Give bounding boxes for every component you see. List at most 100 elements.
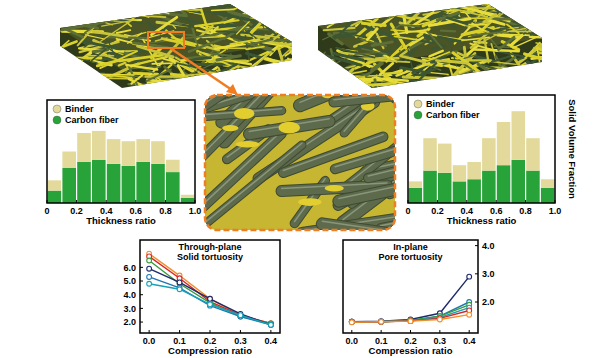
fiber (472, 7, 504, 9)
fiber (493, 69, 533, 73)
fiber (217, 31, 264, 33)
x-tick (195, 200, 196, 203)
zoom-fiber-edge (395, 95, 396, 98)
slab-top (60, 4, 292, 70)
x-tick (439, 330, 440, 333)
binder-blob (234, 108, 254, 119)
zoom-fiber-shine (205, 95, 269, 166)
fiber (525, 54, 553, 62)
fiber (368, 87, 402, 94)
fiber (348, 9, 375, 14)
fiber (402, 24, 419, 27)
fiber (206, 26, 218, 29)
point (379, 319, 384, 324)
fiber (358, 7, 370, 11)
y-tick-label: 4.0 (482, 241, 495, 251)
fiber (215, 13, 255, 21)
fiber (503, 63, 525, 77)
fiber (518, 67, 531, 79)
fiber (85, 35, 104, 39)
fiber (353, 78, 359, 88)
point (238, 313, 243, 318)
fiber (452, 69, 477, 78)
series-line (149, 277, 271, 325)
fiber (487, 80, 497, 86)
fiber (255, 78, 272, 87)
fiber (536, 43, 553, 47)
fiber (275, 5, 280, 26)
fiber (363, 13, 374, 19)
fiber (74, 67, 91, 69)
fiber (461, 82, 508, 85)
fiber (210, 66, 237, 82)
bar-segment (541, 179, 555, 188)
fiber (93, 32, 127, 37)
point (208, 296, 213, 301)
fiber (268, 22, 286, 27)
bars (409, 111, 555, 203)
y-tick (475, 245, 478, 246)
x-tick-label: 0.4 (463, 336, 476, 346)
fiber (499, 75, 529, 76)
fiber (80, 42, 119, 52)
zoom-fiber-shine (395, 95, 396, 96)
fiber (117, 30, 130, 33)
fiber (248, 77, 267, 88)
fiber (280, 67, 290, 73)
bar-segment (136, 162, 150, 203)
fiber (511, 16, 531, 29)
fiber (137, 16, 166, 18)
x-tick-label: 1.0 (189, 206, 202, 216)
fiber (283, 3, 303, 13)
x-tick (47, 200, 48, 203)
series-group (147, 251, 274, 327)
fiber (523, 2, 562, 11)
fiber (329, 75, 364, 77)
y-tick-label: 5.0 (123, 276, 136, 286)
point (349, 319, 354, 324)
fiber (514, 80, 516, 92)
fiber (278, 40, 298, 49)
x-tick (179, 330, 180, 333)
fiber (226, 84, 239, 95)
fiber (539, 53, 579, 60)
point (408, 319, 413, 324)
fibers (318, 0, 579, 103)
x-tick-label: 0.2 (70, 206, 83, 216)
bar-segment (482, 138, 496, 170)
legend-marker (53, 116, 61, 124)
bar-segment (423, 171, 437, 203)
fiber (325, 65, 337, 66)
fiber (532, 72, 557, 81)
fiber (173, 64, 193, 78)
fiber (204, 5, 236, 6)
fiber (339, 83, 370, 86)
slab-top (318, 4, 542, 64)
fiber (70, 70, 105, 73)
point (349, 319, 354, 324)
fiber (362, 49, 387, 54)
legend-label: Carbon fiber (426, 110, 480, 120)
fiber (178, 66, 184, 75)
fiber (239, 0, 257, 7)
bar-segment (122, 166, 136, 203)
bar-segment (107, 139, 121, 164)
render (60, 0, 334, 106)
histogram-chart: 00.20.40.60.81.0Thickness ratioSolid Vol… (405, 95, 578, 226)
line-chart: In-planePore tortuosity0.00.10.20.30.4Co… (343, 240, 495, 356)
bar-segment (107, 164, 121, 203)
bar-segment (77, 133, 91, 162)
fiber (475, 75, 507, 82)
x-tick-label: 0.2 (431, 206, 444, 216)
fiber (232, 6, 269, 14)
fiber (337, 6, 380, 9)
fiber (385, 72, 400, 75)
y-tick-label: 2.0 (123, 317, 136, 327)
bar-segment (136, 139, 150, 162)
zoom-fiber-shine (205, 143, 302, 224)
zoom-view (205, 95, 395, 230)
fiber (201, 10, 208, 32)
bar-segment (453, 165, 467, 181)
point (349, 319, 354, 324)
fiber (441, 29, 455, 32)
